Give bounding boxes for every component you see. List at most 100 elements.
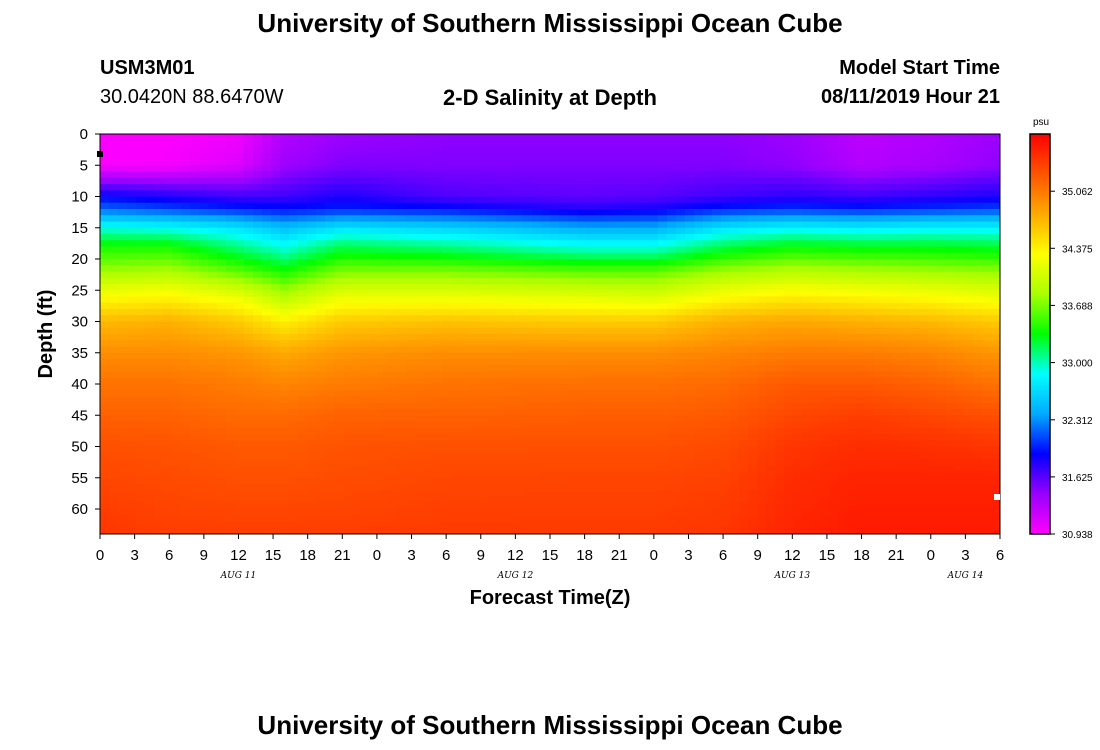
heatmap-cell (370, 509, 380, 516)
heatmap-cell (775, 434, 785, 441)
heatmap-cell (622, 271, 632, 279)
heatmap-cell (604, 309, 614, 316)
heatmap-cell (739, 290, 749, 298)
heatmap-cell (766, 440, 776, 448)
heatmap-cell (541, 140, 551, 148)
heatmap-cell (316, 296, 326, 304)
heatmap-cell (694, 402, 704, 410)
heatmap-cell (415, 446, 425, 454)
heatmap-cell (784, 221, 794, 229)
heatmap-cell (334, 302, 344, 310)
heatmap-cell (127, 190, 137, 198)
heatmap-cell (469, 271, 479, 279)
heatmap-cell (487, 527, 497, 534)
heatmap-cell (388, 396, 398, 404)
heatmap-cell (226, 452, 236, 460)
heatmap-cell (127, 309, 137, 316)
heatmap-cell (334, 440, 344, 448)
heatmap-cell (766, 321, 776, 329)
heatmap-cell (694, 234, 704, 241)
heatmap-cell (478, 440, 488, 448)
heatmap-cell (595, 365, 605, 373)
heatmap-cell (424, 177, 434, 185)
heatmap-cell (523, 452, 533, 460)
heatmap-cell (280, 277, 290, 285)
heatmap-cell (208, 177, 218, 185)
heatmap-cell (271, 515, 281, 523)
heatmap-cell (676, 396, 686, 404)
heatmap-cell (379, 334, 389, 341)
heatmap-cell (271, 440, 281, 448)
heatmap-cell (559, 477, 569, 485)
heatmap-cell (109, 396, 119, 404)
heatmap-cell (586, 465, 596, 473)
heatmap-cell (244, 202, 254, 210)
heatmap-cell (460, 396, 470, 404)
heatmap-cell (325, 134, 335, 141)
heatmap-cell (721, 202, 731, 210)
heatmap-cell (397, 402, 407, 410)
heatmap-cell (685, 296, 695, 304)
heatmap-cell (217, 434, 227, 441)
heatmap-cell (649, 440, 659, 448)
heatmap-cell (379, 527, 389, 534)
heatmap-cell (469, 396, 479, 404)
heatmap-cell (118, 340, 128, 348)
heatmap-cell (442, 284, 452, 291)
heatmap-cell (325, 327, 335, 335)
heatmap-cell (199, 415, 209, 423)
heatmap-cell (163, 190, 173, 198)
heatmap-cell (757, 259, 767, 266)
heatmap-cell (334, 240, 344, 248)
heatmap-cell (397, 271, 407, 279)
heatmap-cell (271, 190, 281, 198)
heatmap-cell (388, 184, 398, 191)
heatmap-cell (397, 434, 407, 441)
heatmap-cell (181, 402, 191, 410)
heatmap-cell (487, 315, 497, 323)
heatmap-cell (739, 227, 749, 235)
heatmap-cell (487, 215, 497, 223)
heatmap-cell (487, 227, 497, 235)
heatmap-cell (280, 246, 290, 254)
heatmap-cell (622, 434, 632, 441)
heatmap-cell (730, 309, 740, 316)
heatmap-cell (280, 477, 290, 485)
heatmap-cell (316, 384, 326, 391)
heatmap-cell (658, 146, 668, 154)
heatmap-cell (442, 221, 452, 229)
heatmap-cell (658, 402, 668, 410)
heatmap-cell (514, 146, 524, 154)
heatmap-cell (568, 434, 578, 441)
heatmap-cell (199, 427, 209, 435)
heatmap-cell (217, 246, 227, 254)
heatmap-cell (595, 246, 605, 254)
heatmap-cell (199, 352, 209, 360)
heatmap-cell (325, 465, 335, 473)
heatmap-cell (487, 302, 497, 310)
heatmap-cell (604, 384, 614, 391)
heatmap-cell (730, 134, 740, 141)
heatmap-cell (694, 490, 704, 498)
heatmap-cell (415, 377, 425, 385)
heatmap-cell (127, 521, 137, 529)
heatmap-cell (244, 159, 254, 166)
heatmap-cell (397, 452, 407, 460)
heatmap-cell (424, 371, 434, 379)
heatmap-cell (622, 284, 632, 291)
heatmap-cell (649, 302, 659, 310)
heatmap-cell (172, 415, 182, 423)
heatmap-cell (649, 215, 659, 223)
heatmap-cell (460, 171, 470, 179)
heatmap-cell (271, 259, 281, 266)
heatmap-cell (712, 315, 722, 323)
heatmap-cell (676, 409, 686, 416)
heatmap-cell (694, 202, 704, 210)
heatmap-cell (667, 446, 677, 454)
heatmap-cell (775, 521, 785, 529)
heatmap-cell (343, 152, 353, 160)
heatmap-cell (730, 465, 740, 473)
heatmap-cell (388, 221, 398, 229)
heatmap-cell (676, 265, 686, 273)
heatmap-cell (685, 484, 695, 491)
